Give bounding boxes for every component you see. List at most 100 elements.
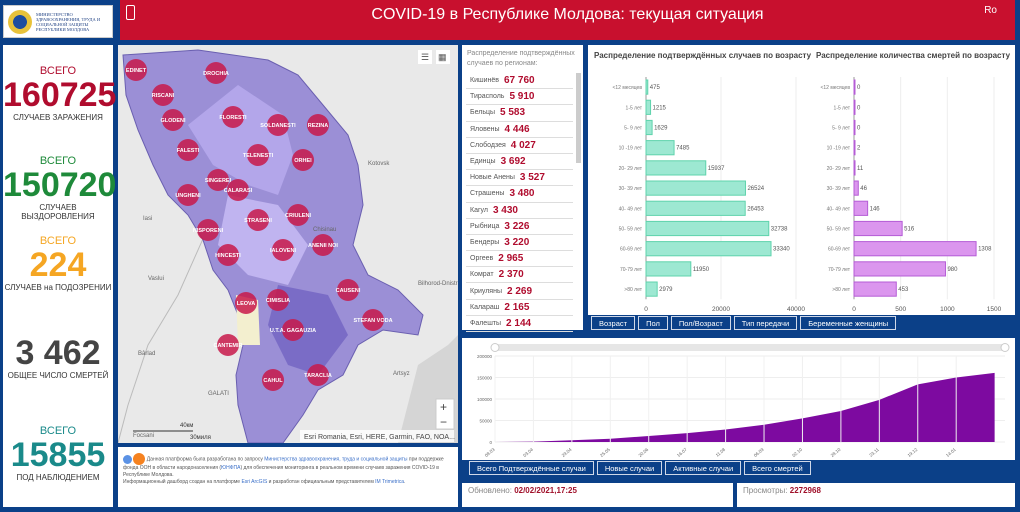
- region-item[interactable]: Новые Анены 3 527: [466, 170, 573, 187]
- data-label: 2979: [659, 287, 673, 293]
- region-item[interactable]: Кагул 3 430: [466, 203, 573, 219]
- region-item[interactable]: Слободзея 4 027: [466, 138, 573, 154]
- case-circle[interactable]: [177, 184, 199, 206]
- case-circle[interactable]: [217, 244, 239, 266]
- case-circle[interactable]: [267, 289, 289, 311]
- region-item[interactable]: Криуляны 2 269: [466, 283, 573, 300]
- bar[interactable]: [645, 200, 746, 216]
- case-circle[interactable]: [267, 114, 289, 136]
- case-circle[interactable]: [307, 364, 329, 386]
- x-tick-label: 40000: [787, 306, 805, 313]
- bar[interactable]: [853, 140, 856, 156]
- timeline-tab[interactable]: Активные случаи: [665, 461, 742, 475]
- case-circle[interactable]: [162, 109, 184, 131]
- case-circle[interactable]: [307, 114, 329, 136]
- ministry-link[interactable]: Министерства здравоохранения, труда и со…: [264, 456, 408, 463]
- case-circle[interactable]: [292, 149, 314, 171]
- bar[interactable]: [645, 220, 770, 237]
- case-circle[interactable]: [235, 292, 257, 314]
- trimetrica-link[interactable]: IM Trimetrica: [375, 479, 405, 485]
- region-item[interactable]: Страшены 3 480: [466, 186, 573, 203]
- region-item[interactable]: Калараш 2 165: [466, 300, 573, 316]
- case-circle[interactable]: [207, 169, 229, 191]
- case-circle[interactable]: [337, 279, 359, 301]
- bar[interactable]: [853, 119, 856, 136]
- range-slider[interactable]: [495, 344, 1005, 351]
- region-item[interactable]: Яловены 4 446: [466, 122, 573, 138]
- case-circle[interactable]: [262, 369, 284, 391]
- ministry-logo[interactable]: Министерство здравоохранения, труда и со…: [3, 5, 113, 38]
- region-item[interactable]: Оргеев 2 965: [466, 251, 573, 268]
- mobile-icon[interactable]: [126, 5, 135, 20]
- age-tab[interactable]: Тип передачи: [733, 316, 798, 330]
- bar[interactable]: [853, 160, 856, 176]
- case-circle[interactable]: [227, 179, 249, 201]
- case-circle[interactable]: [217, 334, 239, 356]
- case-circle[interactable]: [287, 204, 309, 226]
- bar[interactable]: [853, 261, 946, 277]
- cases-area[interactable]: [495, 372, 995, 442]
- age-tab[interactable]: Пол/Возраст: [670, 316, 731, 330]
- bar[interactable]: [645, 119, 653, 136]
- case-circle[interactable]: [247, 209, 269, 231]
- bar[interactable]: [645, 140, 675, 156]
- bar[interactable]: [853, 99, 856, 115]
- case-circle[interactable]: [272, 239, 294, 261]
- bar[interactable]: [645, 180, 746, 196]
- age-tab[interactable]: Беременные женщины: [800, 316, 897, 330]
- case-circle[interactable]: [362, 309, 384, 331]
- age-tab[interactable]: Пол: [638, 316, 668, 330]
- timeline-tab[interactable]: Всего Подтверждённые случаи: [469, 461, 594, 475]
- region-item[interactable]: Комрат 2 370: [466, 267, 573, 284]
- map-canvas[interactable]: EDINET DROCHIA RISCANI GLODENI FLORESTI SOLDA…: [118, 45, 458, 443]
- region-item[interactable]: Кишинёв 67 760: [466, 73, 573, 90]
- age-tab[interactable]: Возраст: [591, 316, 636, 330]
- list-icon[interactable]: ☰: [421, 52, 429, 62]
- bar[interactable]: [645, 160, 707, 176]
- y-tick-label: 50000: [479, 419, 492, 424]
- case-circle[interactable]: [222, 106, 244, 128]
- case-circle[interactable]: [125, 59, 147, 81]
- bar[interactable]: [853, 281, 897, 297]
- zoom-out-button[interactable]: −: [440, 415, 447, 429]
- timeline-tab[interactable]: Всего смертей: [744, 461, 811, 475]
- map-view[interactable]: EDINET DROCHIA RISCANI GLODENI FLORESTI SOLDA…: [118, 45, 458, 443]
- case-circle[interactable]: [177, 139, 199, 161]
- bar[interactable]: [853, 180, 859, 196]
- bar[interactable]: [645, 281, 658, 297]
- region-item[interactable]: Тирасполь 5 910: [466, 89, 573, 106]
- case-circle[interactable]: [312, 234, 334, 256]
- bar[interactable]: [645, 79, 649, 95]
- bar[interactable]: [853, 200, 869, 216]
- bar[interactable]: [645, 99, 652, 115]
- region-item[interactable]: Единцы 3 692: [466, 154, 573, 171]
- regions-list[interactable]: Распределение подтверждённых случаев по …: [462, 45, 583, 332]
- region-item[interactable]: Бельцы 5 583: [466, 105, 573, 122]
- unfpa-link[interactable]: ЮНФПА: [221, 465, 241, 471]
- range-handle-left[interactable]: [490, 343, 500, 352]
- scrollbar[interactable]: [576, 73, 581, 163]
- range-handle-right[interactable]: [1000, 343, 1010, 352]
- bar[interactable]: [645, 241, 772, 257]
- bar[interactable]: [853, 79, 856, 95]
- timeline-tab[interactable]: Новые случаи: [596, 461, 663, 475]
- bar[interactable]: [645, 261, 692, 277]
- qr-icon[interactable]: ▦: [438, 52, 447, 62]
- region-item[interactable]: Фалешты 2 144: [466, 316, 573, 332]
- bar[interactable]: [853, 241, 977, 257]
- case-circle[interactable]: [247, 144, 269, 166]
- region-value: 2 965: [498, 253, 524, 265]
- region-item[interactable]: Рыбница 3 226: [466, 219, 573, 235]
- case-circle[interactable]: [282, 319, 304, 341]
- x-tick-label: 19.12: [907, 447, 919, 458]
- language-switch[interactable]: Ro: [984, 5, 997, 16]
- region-item[interactable]: Бендеры 3 220: [466, 235, 573, 252]
- case-circle[interactable]: [205, 62, 227, 84]
- case-circle[interactable]: [197, 219, 219, 241]
- data-label: 516: [904, 227, 915, 233]
- esri-link[interactable]: Esri ArcGIS: [241, 479, 268, 485]
- stat-card: ВСЕГО 150720 СЛУЧАЕВ ВЫЗДОРОВЛЕНИЯ: [3, 155, 116, 221]
- zoom-in-button[interactable]: +: [440, 400, 447, 414]
- case-circle[interactable]: [152, 84, 174, 106]
- bar[interactable]: [853, 220, 903, 237]
